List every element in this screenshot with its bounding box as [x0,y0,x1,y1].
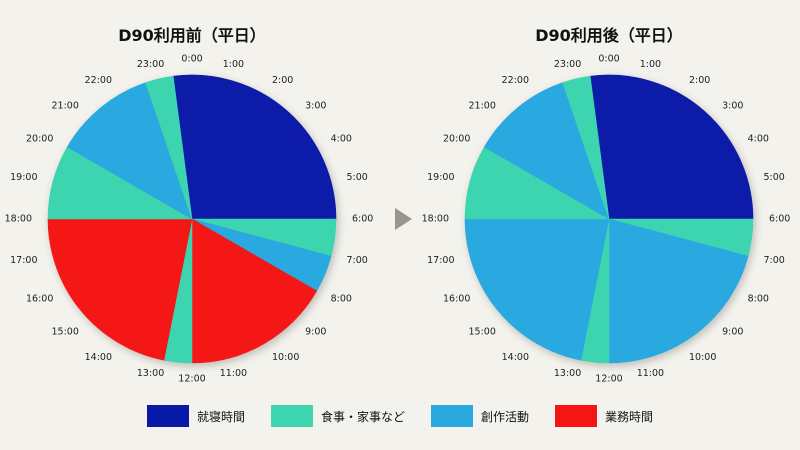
legend-label-creative: 創作活動 [481,409,530,424]
hour-label: 10:00 [272,352,299,363]
hour-label: 19:00 [427,172,454,183]
pie-after [464,74,754,364]
hour-label: 15:00 [52,327,79,338]
hour-label: 10:00 [689,352,716,363]
legend-item-meal-housework: 食事・家事など [270,405,405,427]
hour-label: 21:00 [52,100,79,111]
legend-swatch-sleep [146,405,189,427]
chart-title-before: D90利用前（平日） [118,26,266,45]
hour-label: 4:00 [331,134,352,145]
hour-label: 3:00 [722,100,743,111]
hour-label: 20:00 [443,134,470,145]
hour-label: 12:00 [595,374,622,385]
legend-item-sleep: 就寝時間 [146,405,245,427]
hour-label: 11:00 [220,368,247,379]
hour-label: 20:00 [26,134,53,145]
hour-label: 9:00 [305,327,326,338]
hour-label: 6:00 [352,214,373,225]
hour-label: 19:00 [10,172,37,183]
hour-label: 5:00 [764,172,785,183]
hour-label: 9:00 [722,327,743,338]
pie-slice [145,75,193,220]
legend: 就寝時間 食事・家事など 創作活動 業務時間 [0,402,800,430]
legend-swatch-work [555,405,598,427]
hour-label: 13:00 [554,368,581,379]
hour-label: 18:00 [422,214,449,225]
hour-label: 7:00 [347,255,368,266]
legend-label-sleep: 就寝時間 [196,409,245,424]
pie-slice [562,75,610,220]
hour-label: 5:00 [347,172,368,183]
clock-labels-before: 0:00 1:00 2:00 3:00 4:00 5:00 6:00 7:00 8:00 9:00… [5,54,374,385]
hour-label: 15:00 [469,327,496,338]
chart-title-after: D90利用後（平日） [535,26,683,45]
hour-label: 11:00 [637,368,664,379]
hour-label: 13:00 [137,368,164,379]
hour-label: 23:00 [137,59,164,70]
hour-label: 17:00 [10,255,37,266]
pie-slice [47,218,193,361]
pie-slice [589,74,754,220]
legend-swatch-creative [431,405,473,427]
hour-label: 2:00 [272,75,293,86]
hour-label: 2:00 [689,75,710,86]
hour-label: 22:00 [502,75,529,86]
hour-label: 16:00 [26,294,53,305]
hour-label: 3:00 [305,100,326,111]
hour-label: 17:00 [427,255,454,266]
hour-label: 7:00 [764,255,785,266]
pie-before [47,74,337,364]
hour-label: 14:00 [85,352,112,363]
legend-item-work: 業務時間 [555,405,653,427]
hour-label: 8:00 [748,294,769,305]
play-triangle-icon [395,208,412,230]
pie-slice [464,218,610,361]
hour-label: 1:00 [223,59,244,70]
hour-label: 0:00 [181,54,202,65]
hour-label: 1:00 [640,59,661,70]
hour-label: 4:00 [748,134,769,145]
chart-after: D90利用後（平日） 0:00 1:00 2:00 3:00 4:00 5:00 6:00 7… [422,26,791,385]
pie-slice [66,82,193,220]
hour-label: 6:00 [769,214,790,225]
hour-label: 8:00 [331,294,352,305]
hour-label: 22:00 [85,75,112,86]
pie-slice [172,74,337,220]
legend-label-meal-housework: 食事・家事など [320,409,405,424]
legend-item-creative: 創作活動 [431,405,529,427]
hour-label: 23:00 [554,59,581,70]
hour-label: 12:00 [178,374,205,385]
hour-label: 16:00 [443,294,470,305]
chart-before: D90利用前（平日） 0:00 1:00 2:00 3:00 4:00 5:00 6:00 7… [5,26,374,385]
hour-label: 18:00 [5,214,32,225]
hour-label: 14:00 [502,352,529,363]
pie-slice [608,218,749,364]
pie-slice [191,218,318,364]
pie-slice [483,82,610,220]
legend-label-work: 業務時間 [605,409,654,424]
hour-label: 21:00 [469,100,496,111]
legend-swatch-meal-housework [270,405,313,427]
hour-label: 0:00 [598,54,619,65]
clock-labels-after: 0:00 1:00 2:00 3:00 4:00 5:00 6:00 7:00 8:00 9:00… [422,54,791,385]
